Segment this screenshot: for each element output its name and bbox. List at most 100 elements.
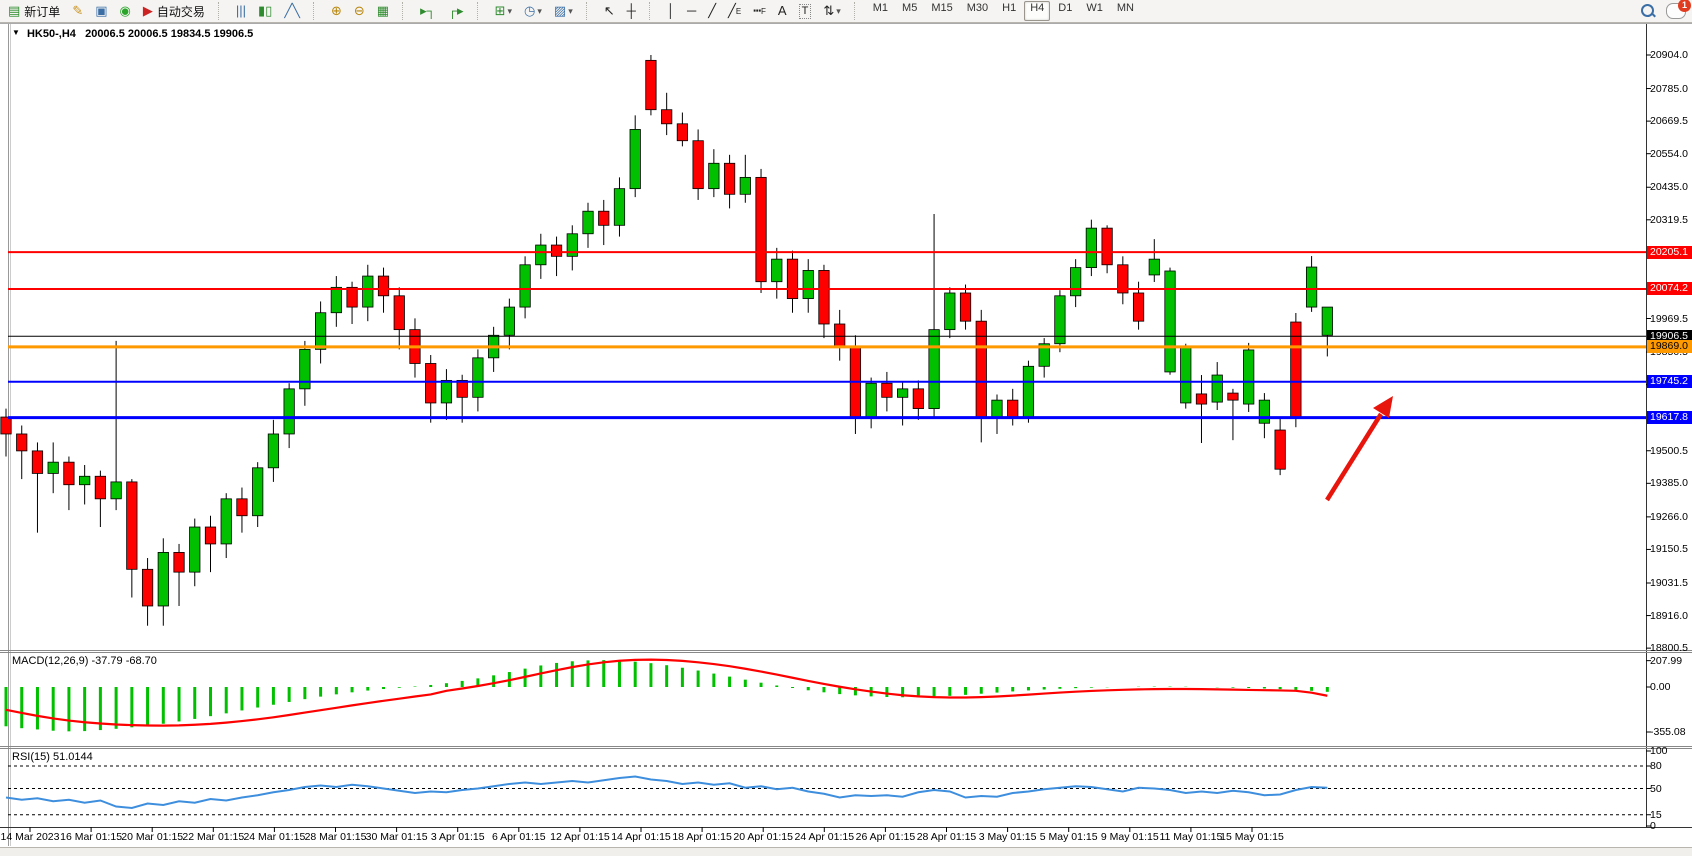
styler-icon: ✎ bbox=[72, 3, 84, 18]
candle-body bbox=[236, 498, 248, 517]
candle-body bbox=[425, 363, 437, 404]
collapse-triangle-icon[interactable]: ▼ bbox=[12, 28, 20, 37]
bar-chart-icon: ||| bbox=[235, 3, 247, 18]
vertical-line-button[interactable]: │ bbox=[662, 0, 680, 22]
price-tick-label: 19969.5 bbox=[1650, 312, 1688, 325]
auto-scroll-button[interactable]: ▸┐ bbox=[415, 0, 441, 22]
macd-signal-line bbox=[5, 658, 1328, 727]
search-icon[interactable] bbox=[1640, 3, 1656, 19]
dropdown-arrow-icon: ▾ bbox=[507, 5, 513, 16]
zoom-out-button[interactable]: ⊖ bbox=[349, 0, 370, 22]
periods-button[interactable]: ◷ ▾ bbox=[519, 0, 547, 22]
timeframe-mn[interactable]: MN bbox=[1111, 1, 1140, 21]
candle-body bbox=[472, 357, 484, 398]
timeframe-m1[interactable]: M1 bbox=[867, 1, 894, 21]
text-button[interactable]: A bbox=[773, 0, 792, 22]
candle-body bbox=[16, 433, 28, 452]
candle-body bbox=[802, 270, 814, 300]
macd-scale-label: -355.08 bbox=[1650, 725, 1686, 738]
timeframe-m5[interactable]: M5 bbox=[896, 1, 923, 21]
timeframe-h1-label: H1 bbox=[1002, 2, 1017, 14]
candle-body bbox=[1022, 365, 1035, 418]
candle-body bbox=[283, 388, 295, 435]
candle-body bbox=[912, 388, 924, 409]
chat-icon[interactable]: 1 bbox=[1666, 0, 1691, 19]
timeframe-h1[interactable]: H1 bbox=[996, 1, 1022, 21]
timeframe-m5-label: M5 bbox=[902, 2, 918, 14]
price-tag-label: 19617.8 bbox=[1647, 411, 1692, 425]
label-icon: T bbox=[798, 3, 812, 19]
candle-body bbox=[1117, 264, 1129, 294]
price-tick-label: 19031.5 bbox=[1650, 576, 1688, 589]
dropdown-arrow-icon: ▾ bbox=[537, 5, 542, 16]
zoom-in-button[interactable]: ⊕ bbox=[326, 0, 347, 22]
rsi-scale-label: 0 bbox=[1650, 820, 1656, 832]
templates-button[interactable]: ▨ ▾ bbox=[549, 0, 578, 22]
candle-body bbox=[1211, 374, 1223, 403]
candle-chart-button[interactable]: ▮▯ bbox=[253, 0, 277, 22]
candle-body bbox=[991, 399, 1003, 418]
trendline-button[interactable]: ╱ bbox=[703, 0, 721, 22]
horizontal-line-button[interactable]: ─ bbox=[682, 0, 701, 22]
new-chart-button[interactable]: ⊞ ▾ bbox=[490, 0, 517, 22]
chart-title: ▼ HK50-,H4 20006.5 20006.5 19834.5 19906… bbox=[12, 28, 253, 40]
candle-body bbox=[63, 461, 75, 486]
candle-body bbox=[47, 461, 59, 474]
candle-body bbox=[141, 568, 154, 607]
price-tag-label: 20074.2 bbox=[1647, 282, 1692, 296]
toolbar-separator bbox=[648, 2, 656, 20]
candle-body bbox=[598, 210, 610, 226]
timeframe-m15[interactable]: M15 bbox=[925, 1, 958, 21]
candle-body bbox=[346, 286, 358, 308]
timeframe-d1[interactable]: D1 bbox=[1052, 1, 1078, 21]
candle-body bbox=[1274, 429, 1286, 470]
time-axis-label: 14 Mar 2023 bbox=[0, 831, 60, 843]
cursor-button[interactable]: ↖ bbox=[599, 0, 620, 22]
candle-body bbox=[1132, 292, 1145, 322]
candle-body bbox=[723, 162, 736, 195]
annotation-arrow bbox=[1325, 412, 1383, 502]
price-tag-label: 20205.1 bbox=[1647, 245, 1692, 259]
timeframe-h4[interactable]: H4 bbox=[1024, 1, 1051, 21]
candle-body bbox=[519, 264, 531, 308]
candle-body bbox=[944, 292, 956, 331]
candle-body bbox=[645, 59, 657, 111]
timeframe-m30[interactable]: M30 bbox=[961, 1, 994, 21]
candle-body bbox=[629, 129, 641, 190]
timeframe-w1[interactable]: W1 bbox=[1080, 1, 1109, 21]
time-axis-label: 11 May 01:15 bbox=[1159, 831, 1223, 843]
candle-body bbox=[928, 329, 940, 409]
new-chart-icon: ⊞ bbox=[494, 3, 506, 18]
arrows-button[interactable]: ⇅ ▾ bbox=[818, 0, 845, 22]
line-chart-button[interactable]: ╱╲ bbox=[279, 0, 305, 22]
chart-shift-button[interactable]: ┌▸ bbox=[443, 0, 469, 22]
candle-body bbox=[786, 258, 799, 300]
label-button[interactable]: T bbox=[794, 0, 817, 22]
candle-body bbox=[550, 244, 563, 257]
autotrade-button[interactable]: ▶ 自动交易 bbox=[138, 0, 210, 22]
candle-body bbox=[503, 306, 515, 336]
candle-body bbox=[1038, 343, 1050, 367]
candle-body bbox=[1227, 392, 1239, 401]
bar-chart-button[interactable]: ||| bbox=[231, 0, 251, 22]
price-tick-label: 20669.5 bbox=[1650, 115, 1688, 128]
candle-body bbox=[708, 162, 720, 190]
toolbar: ▤ 新订单 ✎ ▣ ◉ ▶ 自动交易 ||| ▮▯ ╱╲ ⊕ ⊖ ▦ ▸┐ ┌▸ ⊞ ▾ ◷ ▾ ▨ ▾ ↖ ┼ │ ─ ╱ ╱ E ┅… bbox=[0, 0, 1692, 23]
new-order-button[interactable]: ▤ 新订单 bbox=[3, 0, 65, 22]
candle-body bbox=[110, 481, 122, 500]
fibonacci-button[interactable]: ┅ F bbox=[748, 0, 771, 22]
autotrade-button-label: 自动交易 bbox=[156, 4, 205, 19]
profiles-button[interactable]: ▣ bbox=[90, 0, 112, 22]
profiles-icon: ▣ bbox=[95, 3, 108, 18]
candle-body bbox=[1243, 349, 1255, 405]
cursor-group: ↖ ┼ bbox=[596, 0, 644, 22]
styler-button[interactable]: ✎ bbox=[67, 0, 88, 22]
signals-button[interactable]: ◉ bbox=[115, 0, 136, 22]
candle-body bbox=[865, 382, 877, 418]
crosshair-button[interactable]: ┼ bbox=[622, 0, 641, 22]
tile-windows-button[interactable]: ▦ bbox=[372, 0, 394, 22]
channel-button[interactable]: ╱ E bbox=[723, 0, 746, 22]
candle-body bbox=[330, 286, 342, 314]
rsi-line bbox=[5, 775, 1328, 810]
